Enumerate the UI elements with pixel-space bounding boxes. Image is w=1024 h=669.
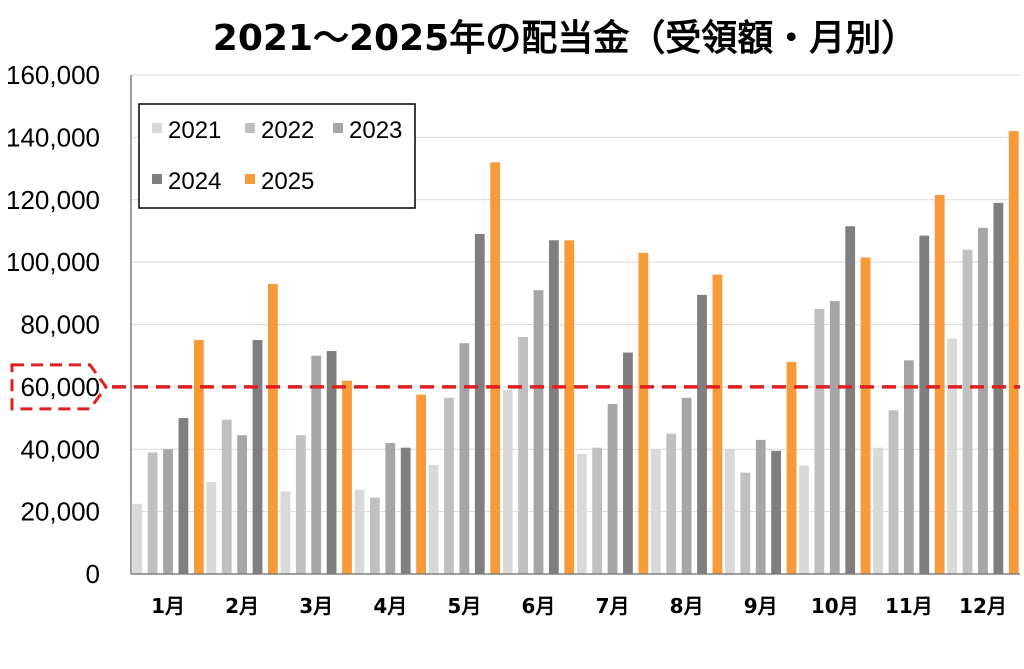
legend-swatch-2025 — [245, 174, 255, 184]
x-axis-ticks: 1月 2月 3月 4月 5月 6月 7月 8月 9月 10月 11月 12月 — [151, 594, 1007, 618]
y-axis-ticks: 0 20,000 40,000 60,000 80,000 100,000 120,000 1… — [6, 60, 100, 589]
bar-2024 — [697, 294, 707, 574]
legend-swatch-2021 — [152, 123, 162, 133]
x-tick-label: 8月 — [670, 594, 704, 618]
bar-2023 — [607, 404, 618, 574]
bar-2024 — [623, 352, 633, 574]
legend-swatch-2024 — [152, 174, 162, 184]
bar-2025 — [268, 283, 278, 574]
bar-2023 — [755, 439, 766, 574]
bar-2022 — [444, 397, 454, 574]
legend: 2021 2022 2023 2024 2025 — [138, 103, 416, 209]
bar-2021 — [354, 489, 365, 574]
bar-2022 — [147, 452, 158, 574]
bar-2021 — [132, 503, 143, 574]
bar-2023 — [903, 360, 914, 574]
bar-2023 — [459, 343, 470, 574]
x-tick-label: 5月 — [447, 594, 481, 618]
bar-2021 — [576, 453, 587, 574]
bar-2021 — [947, 338, 958, 574]
x-tick-label: 6月 — [521, 594, 555, 618]
y-tick-label: 100,000 — [6, 247, 100, 277]
bar-2022 — [221, 419, 232, 574]
legend-label-2022: 2022 — [261, 117, 314, 144]
bar-2022 — [518, 336, 528, 574]
legend-label-2023: 2023 — [349, 117, 402, 144]
y-tick-label: 120,000 — [6, 185, 100, 215]
bar-2022 — [740, 472, 751, 574]
bar-2021 — [725, 449, 735, 574]
bar-2024 — [178, 418, 189, 574]
y-tick-label: 160,000 — [6, 60, 100, 90]
bar-2025 — [1008, 131, 1019, 574]
bar-2023 — [681, 397, 692, 574]
bar-2023 — [311, 355, 322, 574]
bar-2023 — [829, 301, 840, 574]
x-tick-label: 3月 — [299, 594, 333, 618]
x-tick-label: 1月 — [151, 594, 185, 618]
bar-2024 — [771, 450, 782, 574]
y-tick-label: 80,000 — [20, 310, 100, 340]
bar-2025 — [416, 394, 426, 574]
bar-2022 — [666, 433, 677, 574]
y-tick-label: 40,000 — [20, 434, 100, 464]
bar-2025 — [860, 257, 871, 574]
bar-2025 — [193, 340, 204, 574]
x-tick-label: 11月 — [885, 594, 933, 618]
bar-2024 — [252, 340, 263, 574]
bar-2021 — [280, 491, 291, 574]
bar-2025 — [564, 240, 575, 574]
bar-2025 — [712, 274, 723, 574]
x-tick-label: 7月 — [596, 594, 630, 618]
bar-2025 — [342, 380, 352, 574]
y-tick-label: 20,000 — [20, 497, 100, 527]
bar-2023 — [533, 290, 544, 574]
bar-2021 — [873, 447, 883, 574]
x-tick-label: 2月 — [225, 594, 259, 618]
bars — [132, 131, 1019, 575]
bar-2023 — [978, 227, 988, 574]
bar-2022 — [962, 249, 973, 574]
bar-2025 — [786, 361, 797, 574]
bar-2021 — [428, 464, 439, 574]
bar-2025 — [934, 195, 945, 574]
bar-2021 — [799, 465, 809, 574]
bar-2024 — [474, 234, 485, 574]
x-tick-label: 10月 — [811, 594, 859, 618]
chart-title: 2021～2025年の配当金（受領額・月別） — [213, 17, 917, 59]
bar-2024 — [845, 226, 856, 574]
legend-label-2025: 2025 — [261, 168, 314, 195]
bar-2025 — [638, 252, 649, 575]
bar-2023 — [163, 449, 173, 574]
bar-2024 — [326, 351, 337, 574]
legend-swatch-2022 — [245, 123, 255, 133]
bar-2022 — [369, 497, 380, 574]
legend-swatch-2023 — [333, 123, 343, 133]
bar-2022 — [814, 308, 825, 574]
legend-label-2021: 2021 — [168, 117, 221, 144]
x-tick-label: 12月 — [959, 594, 1007, 618]
bar-2024 — [400, 447, 411, 574]
bar-2021 — [502, 389, 513, 574]
legend-box — [138, 103, 416, 209]
highlighted-tick-frame — [10, 363, 108, 411]
bar-2022 — [592, 447, 603, 574]
y-tick-label: 0 — [86, 559, 100, 589]
bar-2021 — [206, 481, 217, 574]
bar-2021 — [650, 449, 661, 574]
y-tick-label: 140,000 — [6, 122, 100, 152]
bar-2023 — [237, 435, 248, 574]
bar-2025 — [490, 162, 501, 574]
bar-2024 — [548, 240, 559, 574]
bar-2023 — [385, 443, 396, 574]
bar-2024 — [919, 235, 930, 574]
y-tick-label: 60,000 — [20, 372, 100, 402]
bar-2022 — [888, 410, 899, 574]
legend-label-2024: 2024 — [168, 168, 221, 195]
x-tick-label: 9月 — [744, 594, 778, 618]
x-tick-label: 4月 — [373, 594, 407, 618]
bar-2022 — [295, 435, 306, 574]
